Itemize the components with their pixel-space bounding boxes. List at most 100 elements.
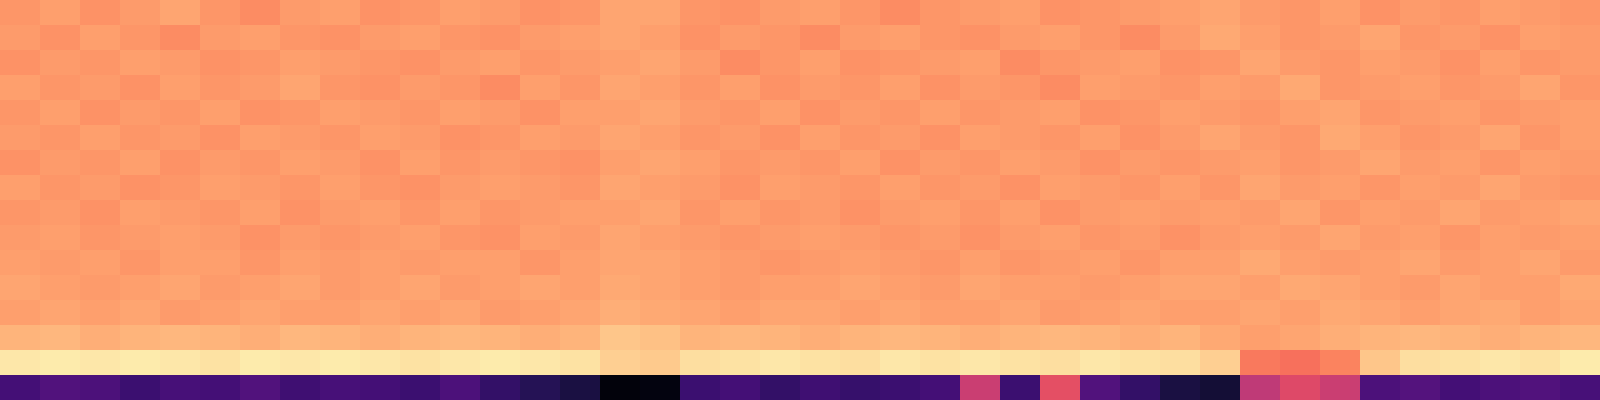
heat-cell — [1480, 300, 1521, 326]
heat-cell — [1440, 225, 1481, 251]
heat-cell — [1080, 175, 1121, 201]
heat-cell — [360, 125, 401, 151]
heat-cell — [320, 25, 361, 51]
heat-cell — [680, 175, 721, 201]
heat-cell — [840, 225, 881, 251]
heat-cell — [600, 125, 641, 151]
heat-cell — [1120, 125, 1161, 151]
heat-cell — [1240, 50, 1281, 76]
heat-cell — [1200, 175, 1241, 201]
heat-cell — [560, 175, 601, 201]
heat-cell — [400, 150, 441, 176]
heat-cell — [160, 325, 201, 351]
heat-cell — [1360, 25, 1401, 51]
heat-cell — [440, 375, 481, 400]
heat-cell — [800, 175, 841, 201]
heat-cell — [240, 0, 281, 26]
heat-cell — [1560, 275, 1600, 301]
heat-cell — [1040, 25, 1081, 51]
heat-cell — [1560, 375, 1600, 400]
heat-cell — [240, 200, 281, 226]
heat-cell — [640, 275, 681, 301]
heat-cell — [520, 200, 561, 226]
heat-cell — [1440, 0, 1481, 26]
heat-cell — [1400, 350, 1441, 376]
heat-cell — [800, 75, 841, 101]
heat-cell — [760, 50, 801, 76]
heat-cell — [1200, 250, 1241, 276]
heat-cell — [1320, 0, 1361, 26]
heat-cell — [1280, 250, 1321, 276]
heat-cell — [880, 250, 921, 276]
heat-cell — [600, 50, 641, 76]
heat-cell — [640, 300, 681, 326]
heat-cell — [1160, 0, 1201, 26]
heat-cell — [280, 175, 321, 201]
heat-cell — [40, 200, 81, 226]
heat-cell — [1560, 350, 1600, 376]
heat-cell — [160, 200, 201, 226]
heat-cell — [1360, 375, 1401, 400]
cells — [0, 0, 1600, 400]
heat-cell — [760, 100, 801, 126]
heat-cell — [1200, 375, 1241, 400]
heat-cell — [40, 50, 81, 76]
heat-cell — [760, 300, 801, 326]
heat-cell — [680, 250, 721, 276]
heat-cell — [1360, 225, 1401, 251]
heat-cell — [1120, 175, 1161, 201]
heat-cell — [800, 275, 841, 301]
heat-cell — [280, 325, 321, 351]
heat-cell — [920, 150, 961, 176]
heat-cell — [1160, 175, 1201, 201]
heat-cell — [200, 375, 241, 400]
heat-cell — [0, 100, 41, 126]
heat-cell — [680, 350, 721, 376]
heat-cell — [1240, 375, 1281, 400]
heat-cell — [80, 25, 121, 51]
heat-cell — [40, 75, 81, 101]
heat-cell — [320, 125, 361, 151]
heat-cell — [600, 375, 641, 400]
heat-cell — [280, 225, 321, 251]
heat-cell — [240, 100, 281, 126]
heat-cell — [1400, 75, 1441, 101]
heat-cell — [400, 175, 441, 201]
heat-cell — [1120, 0, 1161, 26]
heat-cell — [1320, 100, 1361, 126]
heat-cell — [0, 375, 41, 400]
heat-cell — [600, 200, 641, 226]
heat-cell — [200, 175, 241, 201]
heat-cell — [1400, 25, 1441, 51]
heat-cell — [1040, 150, 1081, 176]
heat-cell — [960, 75, 1001, 101]
heat-cell — [600, 175, 641, 201]
heat-cell — [1040, 350, 1081, 376]
heat-cell — [40, 0, 81, 26]
heat-cell — [640, 250, 681, 276]
heat-cell — [80, 175, 121, 201]
heat-cell — [360, 275, 401, 301]
heat-cell — [280, 75, 321, 101]
heat-cell — [1520, 0, 1561, 26]
heat-cell — [400, 225, 441, 251]
heat-cell — [800, 325, 841, 351]
heat-cell — [1160, 375, 1201, 400]
heat-cell — [760, 275, 801, 301]
heat-cell — [600, 75, 641, 101]
heat-cell — [920, 100, 961, 126]
heat-cell — [520, 375, 561, 400]
heat-cell — [240, 75, 281, 101]
heat-cell — [960, 250, 1001, 276]
heat-cell — [1440, 325, 1481, 351]
heat-cell — [1080, 300, 1121, 326]
heat-cell — [920, 175, 961, 201]
heat-cell — [80, 375, 121, 400]
heat-cell — [1360, 100, 1401, 126]
heat-cell — [1240, 200, 1281, 226]
heat-cell — [480, 50, 521, 76]
heat-cell — [1080, 0, 1121, 26]
heat-cell — [960, 300, 1001, 326]
heat-cell — [600, 300, 641, 326]
heat-cell — [1000, 200, 1041, 226]
